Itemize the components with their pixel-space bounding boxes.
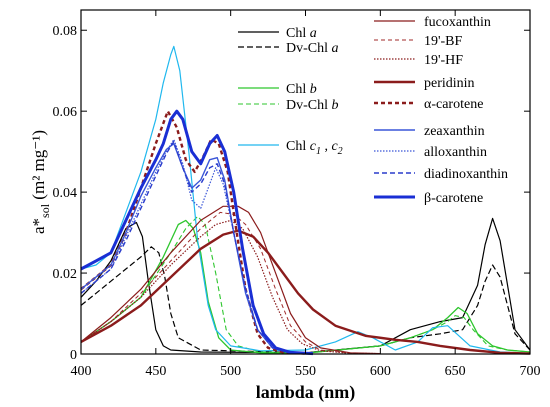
x-tick-label: 450 [145,364,166,379]
y-axis-label: a*sol (m² mg⁻¹) [29,130,52,234]
legend-label-diadinoxanthin: diadinoxanthin [424,167,508,182]
y-axis-label-main: a* [29,218,48,234]
x-tick-label: 400 [71,364,92,379]
x-axis-label: lambda (nm) [256,382,356,403]
series-line-2 [80,219,531,354]
series-line-11 [80,138,314,355]
series-line-6 [80,211,381,355]
legend-label-19-hf: 19'-HF [424,53,463,68]
series-line-9 [80,110,306,355]
x-tick-label: 600 [370,364,391,379]
y-axis-label-unit: (m² mg⁻¹) [29,130,48,204]
legend-label-1: Dv-Chl a [286,41,339,56]
legend-label-4: Chl c1 , c2 [286,139,343,157]
y-tick-label: 0 [70,348,77,363]
x-tick-label: 700 [520,364,541,379]
legend-label-fucoxanthin: fucoxanthin [424,15,491,30]
series-line-12 [80,140,314,355]
series-line-8 [80,229,531,355]
y-tick-label: 0.08 [53,24,78,39]
series-line-4 [80,45,531,354]
legend-label-0: Chl a [286,26,317,41]
y-tick-label: 0.04 [53,186,78,201]
y-axis-label-sub: sol [38,203,52,218]
legend-label-peridinin: peridinin [424,76,475,91]
y-tick-label: 0.06 [53,105,78,120]
series-line-13 [80,109,314,356]
x-tick-label: 650 [445,364,466,379]
series-line-5 [80,205,381,355]
series-line-7 [80,219,381,355]
series-line-1 [80,246,531,354]
series-line-3 [80,215,531,354]
y-tick-label: 0.02 [53,267,78,282]
legend-label-2: Chl b [286,82,317,97]
x-tick-label: 550 [295,364,316,379]
legend: Chl aDv-Chl a Chl bDv-Chl b Chl c1 , c2 fuc… [238,15,508,206]
series-layer [80,45,531,356]
legend-label-3: Dv-Chl b [286,98,339,113]
legend-label-carotene: β-carotene [424,191,483,206]
axis-ticks: 400 450 500 550 600 650 700 0 0.02 0.04 0.06 0.08 [53,10,541,379]
legend-label-alloxanthin: alloxanthin [424,145,487,160]
x-tick-label: 500 [220,364,241,379]
legend-label-carotene: α-carotene [424,97,483,112]
legend-label-19-bf: 19'-BF [424,34,463,49]
legend-label-zeaxanthin: zeaxanthin [424,124,485,139]
